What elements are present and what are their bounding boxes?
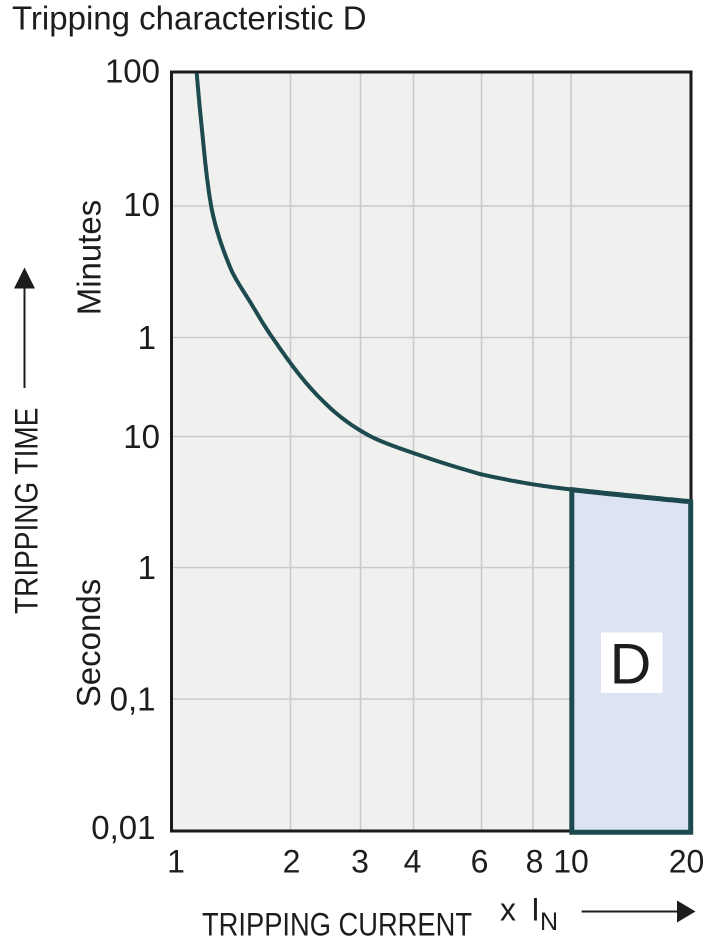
svg-text:1: 1 [138,549,156,586]
svg-text:D: D [610,633,652,697]
svg-text:Tripping characteristic D: Tripping characteristic D [12,0,367,36]
svg-text:1: 1 [138,319,156,356]
svg-text:10: 10 [553,843,589,879]
svg-text:I: I [531,892,540,928]
svg-text:0,01: 0,01 [91,809,155,846]
svg-text:N: N [540,908,558,936]
svg-text:1: 1 [167,843,185,879]
svg-text:4: 4 [404,843,422,879]
svg-text:2: 2 [283,843,301,879]
svg-text:6: 6 [471,843,489,879]
svg-text:10: 10 [123,418,160,455]
svg-text:TRIPPING CURRENT: TRIPPING CURRENT [202,906,472,942]
svg-text:Minutes: Minutes [71,200,108,316]
svg-text:100: 100 [105,53,160,90]
svg-text:Seconds: Seconds [70,579,107,707]
svg-text:TRIPPING TIME: TRIPPING TIME [8,408,44,614]
svg-text:3: 3 [351,843,369,879]
svg-text:10: 10 [123,186,160,223]
svg-text:20: 20 [669,843,705,879]
svg-text:x: x [500,892,516,928]
svg-text:0,1: 0,1 [110,681,156,718]
svg-text:8: 8 [526,843,544,879]
